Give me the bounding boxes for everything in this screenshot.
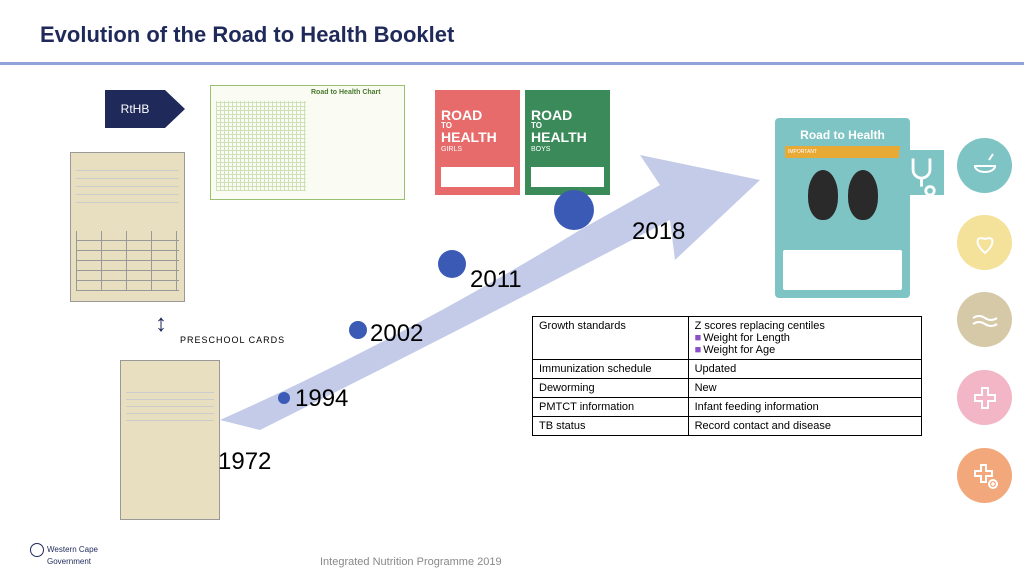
old-card-1972-bottom <box>120 360 220 520</box>
booklet-girls: ROAD TO HEALTH GIRLS <box>435 90 520 195</box>
table-cell: Infant feeding information <box>688 398 921 417</box>
booklet-girls-sub: GIRLS <box>441 146 514 153</box>
table-row: DewormingNew <box>533 379 922 398</box>
year-2002: 2002 <box>370 320 423 348</box>
new-booklet-fields <box>783 250 902 290</box>
table-cell: New <box>688 379 921 398</box>
table-cell: TB status <box>533 417 689 436</box>
table-cell: Deworming <box>533 379 689 398</box>
footer-text: Integrated Nutrition Programme 2019 <box>320 556 502 568</box>
title-rule <box>0 62 1024 65</box>
table-row: Growth standardsZ scores replacing centi… <box>533 317 922 360</box>
footprints-icon <box>785 170 900 220</box>
booklet-girls-field <box>441 167 514 187</box>
dot-1994 <box>278 392 290 404</box>
table-cell: Growth standards <box>533 317 689 360</box>
booklet-girls-l3: HEALTH <box>441 130 514 144</box>
health-chart-1994: Road to Health Chart <box>210 85 405 200</box>
dot-2018 <box>554 190 594 230</box>
cross-icon <box>957 370 1012 425</box>
year-2018: 2018 <box>632 218 685 246</box>
new-booklet-title: Road to Health <box>785 128 900 142</box>
health-chart-title: Road to Health Chart <box>311 89 381 96</box>
hands-icon <box>957 292 1012 347</box>
logo-icon <box>30 543 44 557</box>
table-row: TB statusRecord contact and disease <box>533 417 922 436</box>
year-2011: 2011 <box>470 266 522 294</box>
table-cell: Z scores replacing centiles■Weight for L… <box>688 317 921 360</box>
booklet-boys: ROAD TO HEALTH BOYS <box>525 90 610 195</box>
bowl-icon <box>957 138 1012 193</box>
year-1994: 1994 <box>295 385 348 413</box>
booklet-boys-l3: HEALTH <box>531 130 604 144</box>
dot-2011 <box>438 250 466 278</box>
table-row: Immunization scheduleUpdated <box>533 360 922 379</box>
heart-icon <box>957 215 1012 270</box>
cross-plus-icon <box>957 448 1012 503</box>
stethoscope-icon <box>899 150 944 195</box>
new-booklet-banner: IMPORTANT <box>785 146 900 158</box>
booklet-boys-field <box>531 167 604 187</box>
table-cell: PMTCT information <box>533 398 689 417</box>
new-booklet-2018: Road to Health IMPORTANT <box>775 118 910 298</box>
logo-line2: Government <box>47 557 91 566</box>
booklet-boys-l1: ROAD <box>531 108 604 122</box>
old-card-1972-top <box>70 152 185 302</box>
rthb-arrow-icon <box>165 90 185 128</box>
rthb-badge: RtHB <box>105 90 165 128</box>
year-1972: 1972 <box>218 448 271 476</box>
dot-2002 <box>349 321 367 339</box>
changes-table: Growth standardsZ scores replacing centi… <box>532 316 922 436</box>
booklet-girls-l1: ROAD <box>441 108 514 122</box>
table-cell: Record contact and disease <box>688 417 921 436</box>
table-row: PMTCT informationInfant feeding informat… <box>533 398 922 417</box>
table-cell: Immunization schedule <box>533 360 689 379</box>
page-title: Evolution of the Road to Health Booklet <box>40 22 454 48</box>
booklet-boys-sub: BOYS <box>531 146 604 153</box>
double-arrow-icon: ↕ <box>155 310 167 338</box>
logo-line1: Western Cape <box>47 545 98 554</box>
table-cell: Updated <box>688 360 921 379</box>
wc-gov-logo: Western Cape Government <box>30 543 98 566</box>
preschool-cards-label: PRESCHOOL CARDS <box>180 335 285 345</box>
